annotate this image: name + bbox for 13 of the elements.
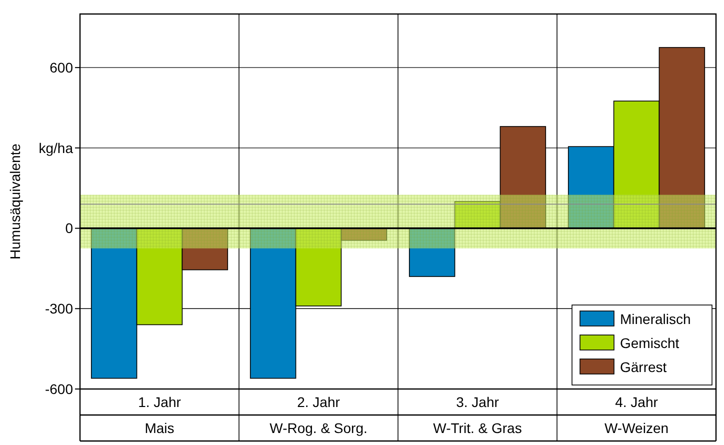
- x-tick-label: 1. Jahr Mais: [138, 394, 182, 436]
- x-tick-label: 4. Jahr W-Weizen: [604, 394, 669, 436]
- y-tick-label: 600: [50, 59, 74, 76]
- y-tick-label: kg/ha: [38, 140, 74, 156]
- legend-label: Gemischt: [620, 334, 680, 351]
- x-tick-label: 2. Jahr W-Rog. & Sorg.: [270, 394, 368, 436]
- y-tick-label: -600: [44, 380, 74, 397]
- y-axis-title: Humusäquivalente: [7, 143, 23, 260]
- y-tick-label: -300: [44, 300, 74, 317]
- legend-label: Mineralisch: [620, 310, 691, 327]
- legend-label: Gärrest: [620, 358, 667, 375]
- x-tick-label: 3. Jahr W-Trit. & Gras: [433, 394, 522, 436]
- y-tick-label: 0: [65, 220, 74, 236]
